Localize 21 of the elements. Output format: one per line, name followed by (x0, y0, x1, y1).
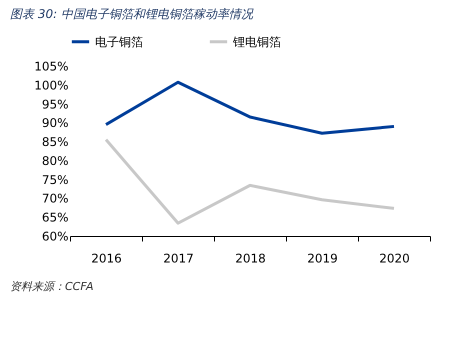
y-tick-label: 65% (42, 210, 68, 225)
y-tick-label: 75% (42, 172, 68, 187)
y-tick-label: 100% (34, 78, 68, 92)
legend-label: 锂电铜箔 (232, 34, 281, 49)
x-tick-label: 2017 (163, 252, 194, 266)
x-tick-label: 2018 (235, 252, 266, 266)
y-tick-label: 80% (42, 154, 68, 168)
legend-label: 电子铜箔 (95, 34, 143, 49)
line-series (104, 138, 396, 225)
y-tick-label: 70% (42, 192, 68, 206)
y-tick-label: 85% (42, 135, 68, 150)
y-tick-label: 60% (42, 230, 68, 244)
x-tick-label: 2019 (307, 252, 338, 266)
chart-title: 图表 30: 中国电子铜箔和锂电铜箔稼动率情况 (10, 7, 254, 21)
y-tick-label: 105% (34, 60, 68, 74)
line-series (104, 80, 396, 135)
y-tick-label: 90% (42, 116, 68, 130)
y-tick-label: 95% (42, 97, 68, 112)
x-tick-label: 2020 (379, 252, 410, 266)
text: 资料来源：CCFA (10, 280, 94, 293)
x-tick-label: 2016 (91, 252, 122, 266)
